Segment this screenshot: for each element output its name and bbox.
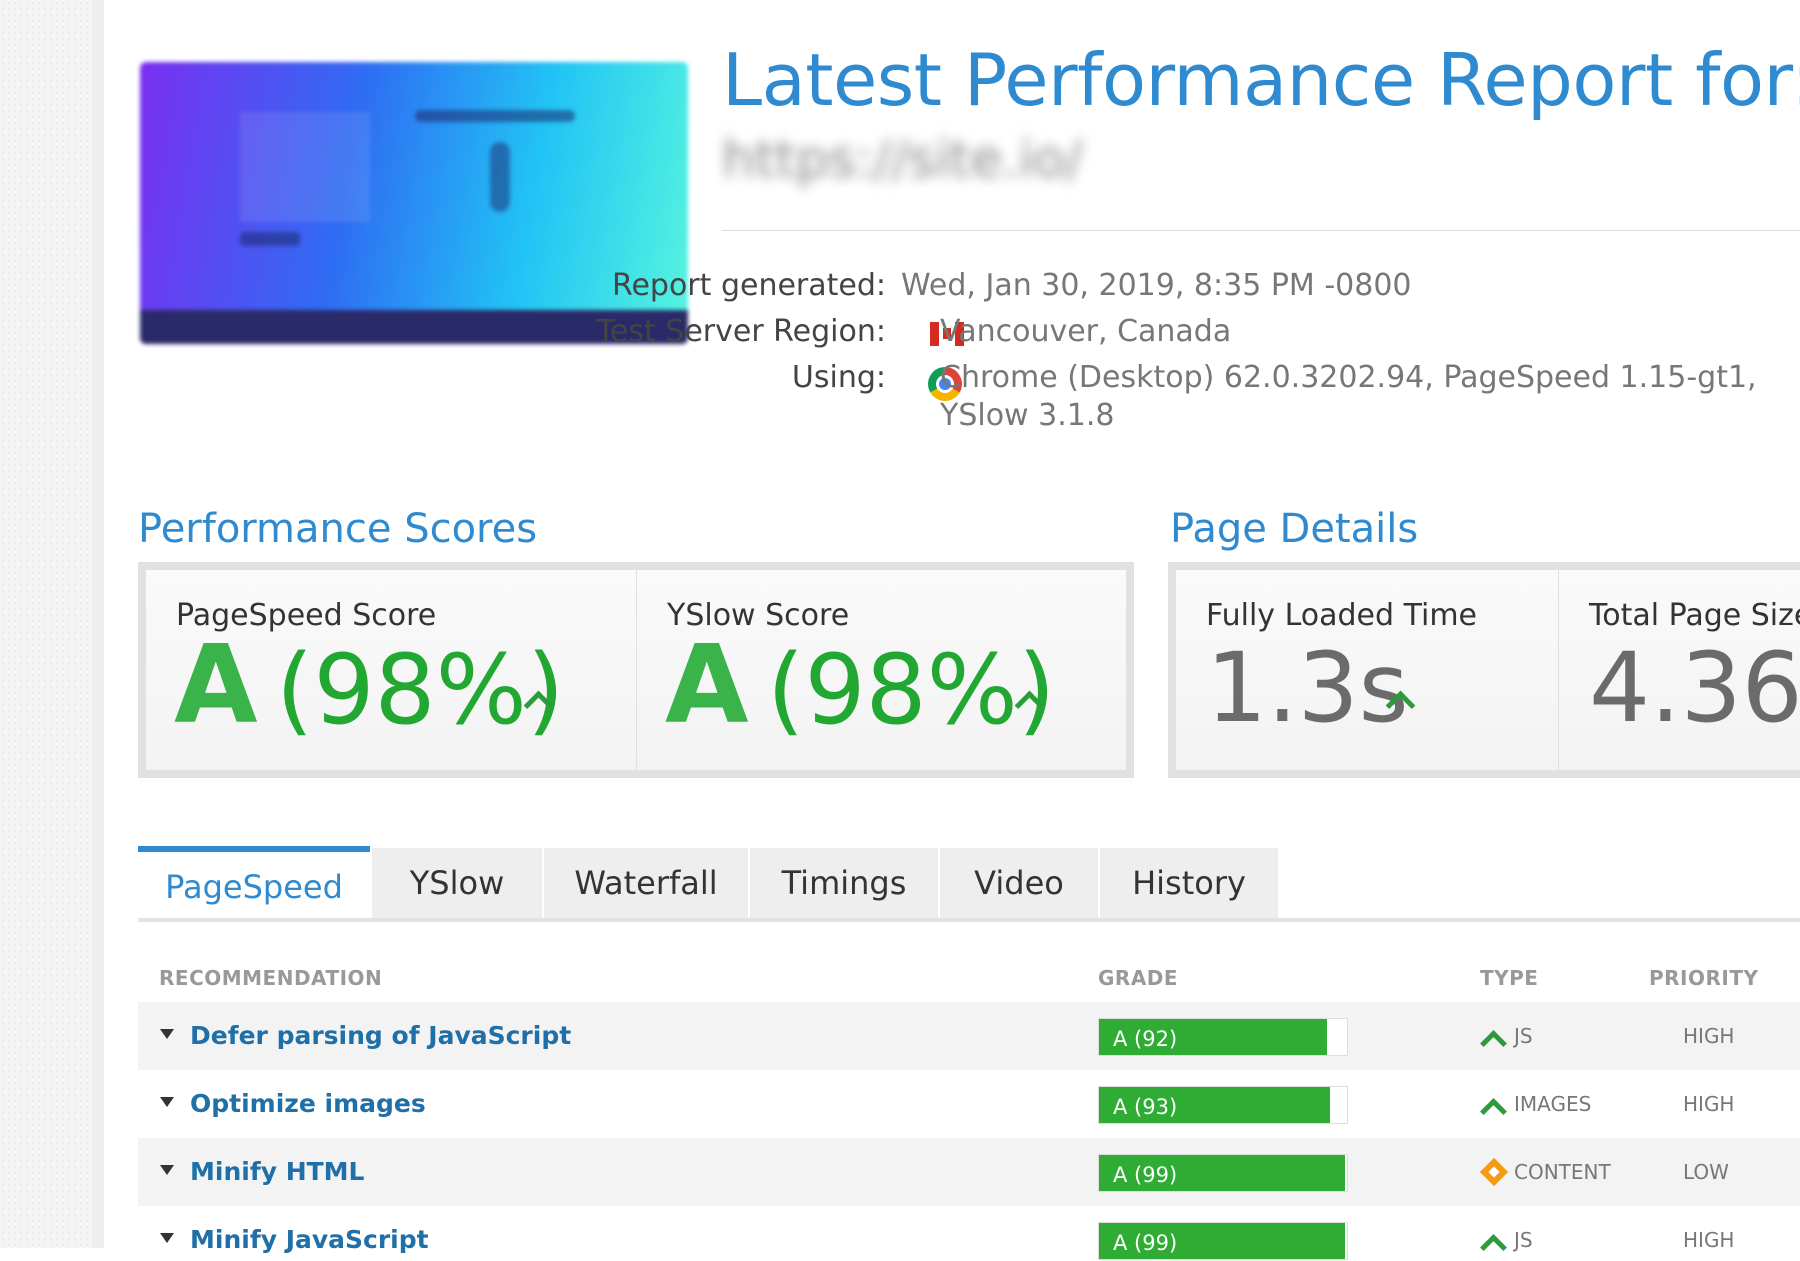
recommendation-priority: HIGH: [1683, 1228, 1735, 1252]
table-row[interactable]: Minify HTML A (99) CONTENT LOW: [138, 1138, 1800, 1206]
recommendation-column-header[interactable]: RECOMMENDATION: [159, 966, 383, 990]
type-column-header[interactable]: TYPE: [1480, 966, 1539, 990]
total-page-size-value: 4.36M: [1589, 632, 1800, 744]
left-rail: [0, 0, 92, 1248]
recommendation-type: JS: [1514, 1228, 1533, 1252]
total-page-size-cell: Total Page Size 4.36M: [1558, 570, 1800, 770]
pagespeed-percent: (98%): [276, 634, 565, 746]
report-title: Latest Performance Report for:: [722, 38, 1800, 122]
grade-label: A (92): [1113, 1027, 1178, 1051]
expand-triangle-icon[interactable]: [160, 1029, 174, 1039]
performance-scores-panel: PageSpeed Score A (98%) YSlow Score A (9…: [138, 562, 1134, 778]
priority-column-header[interactable]: PRIORITY: [1649, 966, 1759, 990]
recommendation-type: JS: [1514, 1024, 1533, 1048]
expand-triangle-icon[interactable]: [160, 1165, 174, 1175]
trend-up-icon: [1480, 1098, 1507, 1125]
recommendation-name[interactable]: Defer parsing of JavaScript: [190, 1021, 572, 1050]
pagespeed-grade: A: [174, 623, 258, 748]
tab-yslow[interactable]: YSlow: [370, 848, 542, 918]
using-label: Using:: [791, 360, 886, 395]
tab-timings[interactable]: Timings: [748, 848, 938, 918]
report-generated-label: Report generated:: [611, 268, 886, 303]
left-rail-edge: [92, 0, 104, 1248]
tab-history[interactable]: History: [1098, 848, 1278, 918]
page-details-panel: Fully Loaded Time 1.3s Total Page Size 4…: [1168, 562, 1800, 778]
tab-video[interactable]: Video: [938, 848, 1098, 918]
expand-triangle-icon[interactable]: [160, 1233, 174, 1243]
grade-label: A (99): [1113, 1163, 1178, 1187]
yslow-score-label: YSlow Score: [667, 598, 850, 633]
fully-loaded-value: 1.3s: [1206, 632, 1409, 744]
neutral-diamond-icon: [1479, 1157, 1509, 1187]
table-row[interactable]: Optimize images A (93) IMAGES HIGH: [138, 1070, 1800, 1138]
recommendation-type: CONTENT: [1514, 1160, 1611, 1184]
trend-up-icon: [1480, 1030, 1507, 1057]
report-generated-value: Wed, Jan 30, 2019, 8:35 PM -0800: [901, 268, 1412, 303]
using-value-line2: YSlow 3.1.8: [940, 398, 1115, 433]
tabs-divider: [138, 918, 1800, 922]
table-row[interactable]: Minify JavaScript A (99) JS HIGH: [138, 1206, 1800, 1261]
grade-bar: A (93): [1098, 1086, 1348, 1124]
grade-bar: A (99): [1098, 1154, 1348, 1192]
recommendation-name[interactable]: Minify HTML: [190, 1157, 365, 1186]
recommendation-type: IMAGES: [1514, 1092, 1592, 1116]
expand-triangle-icon[interactable]: [160, 1097, 174, 1107]
chrome-icon: [928, 367, 962, 401]
recommendation-name[interactable]: Minify JavaScript: [190, 1225, 429, 1254]
report-url[interactable]: https://site.io/: [722, 130, 1083, 190]
using-value-line1: Chrome (Desktop) 62.0.3202.94, PageSpeed…: [940, 360, 1757, 395]
recommendation-priority: HIGH: [1683, 1092, 1735, 1116]
fully-loaded-cell: Fully Loaded Time 1.3s: [1176, 570, 1558, 770]
page-details-heading: Page Details: [1170, 506, 1419, 552]
fully-loaded-label: Fully Loaded Time: [1206, 598, 1478, 633]
total-page-size-label: Total Page Size: [1589, 598, 1800, 633]
performance-scores-heading: Performance Scores: [138, 506, 538, 552]
table-row[interactable]: Defer parsing of JavaScript A (92) JS HI…: [138, 1002, 1800, 1070]
grade-label: A (93): [1113, 1095, 1178, 1119]
grade-label: A (99): [1113, 1231, 1178, 1255]
grade-bar-fill: [1099, 1155, 1345, 1191]
yslow-percent: (98%): [767, 634, 1056, 746]
yslow-grade: A: [665, 623, 749, 748]
tab-waterfall[interactable]: Waterfall: [542, 848, 748, 918]
recommendation-priority: LOW: [1683, 1160, 1729, 1184]
server-region-label: Test Server Region:: [596, 314, 886, 349]
recommendation-priority: HIGH: [1683, 1024, 1735, 1048]
title-divider: [722, 230, 1800, 231]
grade-bar: A (99): [1098, 1222, 1348, 1260]
grade-column-header[interactable]: GRADE: [1098, 966, 1179, 990]
grade-bar: A (92): [1098, 1018, 1348, 1056]
report-content: Latest Performance Report for: https://s…: [104, 0, 1800, 1261]
pagespeed-score-label: PageSpeed Score: [176, 598, 437, 633]
grade-bar-fill: [1099, 1019, 1328, 1055]
tab-pagespeed[interactable]: PageSpeed: [138, 846, 370, 922]
pagespeed-score-cell: PageSpeed Score A (98%): [146, 570, 636, 770]
recommendation-name[interactable]: Optimize images: [190, 1089, 426, 1118]
canada-flag-icon: [930, 322, 964, 346]
yslow-score-cell: YSlow Score A (98%): [636, 570, 1126, 770]
site-screenshot-thumbnail: [140, 62, 688, 344]
grade-bar-fill: [1099, 1087, 1330, 1123]
server-region-value: Vancouver, Canada: [940, 314, 1232, 349]
